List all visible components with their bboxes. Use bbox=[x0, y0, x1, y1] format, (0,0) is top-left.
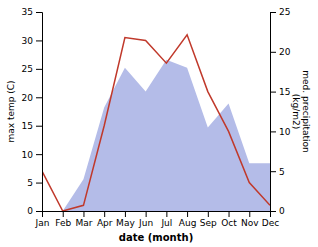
axis-domain bbox=[43, 212, 271, 218]
tick-mark bbox=[146, 211, 147, 217]
y2-axis-title-line: med. precipitation bbox=[301, 70, 311, 152]
tick-mark bbox=[125, 211, 126, 217]
marks bbox=[42, 35, 270, 211]
tick-mark bbox=[83, 211, 84, 217]
tick: Jun bbox=[138, 211, 153, 228]
axis: 0 5 10 15 20 25 bbox=[270, 7, 291, 216]
tick-label: 25 bbox=[22, 64, 33, 74]
tick-label: 0 bbox=[27, 206, 33, 216]
tick-label: 15 bbox=[279, 87, 290, 97]
tick-mark bbox=[36, 40, 42, 41]
tick-mark bbox=[166, 211, 167, 217]
tick-mark bbox=[36, 183, 42, 184]
x-axis-title: date (month) bbox=[119, 232, 193, 243]
tick: Apr bbox=[97, 211, 113, 228]
chart: JanFebMarAprMayJunJulAugSepOctNovDec0510… bbox=[0, 0, 318, 247]
tick-label: Oct bbox=[221, 218, 237, 228]
tick-label: Sep bbox=[200, 218, 217, 228]
tick: 15 bbox=[22, 121, 42, 131]
tick-mark bbox=[270, 12, 276, 13]
tick-label: 15 bbox=[22, 121, 33, 131]
tick-label: Feb bbox=[55, 218, 71, 228]
tick: May bbox=[116, 211, 135, 228]
tick-mark bbox=[208, 211, 209, 217]
tick-label: 35 bbox=[22, 7, 33, 17]
tick-mark bbox=[104, 211, 105, 217]
tick: 5 bbox=[270, 167, 285, 177]
tick-label: May bbox=[116, 218, 135, 228]
tick: 10 bbox=[22, 150, 42, 160]
tick: Jan bbox=[35, 211, 50, 228]
tick-mark bbox=[36, 69, 42, 70]
tick-mark bbox=[63, 211, 64, 217]
plot: JanFebMarAprMayJunJulAugSepOctNovDec0510… bbox=[6, 7, 311, 243]
tick-label: Aug bbox=[179, 218, 197, 228]
tick: Mar bbox=[75, 211, 92, 228]
tick: Jul bbox=[160, 211, 172, 228]
tick: 20 bbox=[270, 47, 291, 57]
tick: 20 bbox=[22, 93, 42, 103]
tick-mark bbox=[36, 211, 42, 212]
tick: 25 bbox=[270, 7, 290, 17]
tick-mark bbox=[36, 12, 42, 13]
tick-mark bbox=[229, 211, 230, 217]
line bbox=[42, 35, 270, 211]
tick: Dec bbox=[262, 211, 279, 228]
tick-label: 20 bbox=[279, 47, 291, 57]
tick: 35 bbox=[22, 7, 42, 17]
tick: 0 bbox=[270, 206, 285, 216]
tick-mark bbox=[36, 126, 42, 127]
tick-label: 30 bbox=[22, 36, 34, 46]
tick: 5 bbox=[27, 178, 42, 188]
tick: Nov bbox=[241, 211, 259, 228]
tick: 15 bbox=[270, 87, 290, 97]
area bbox=[42, 60, 270, 211]
tick-mark bbox=[270, 171, 276, 172]
tick-label: 10 bbox=[22, 150, 34, 160]
tick-label: 20 bbox=[22, 93, 34, 103]
tick: 0 bbox=[27, 206, 42, 216]
tick-label: Apr bbox=[97, 218, 113, 228]
tick: Oct bbox=[221, 211, 237, 228]
tick-mark bbox=[36, 97, 42, 98]
tick-label: 25 bbox=[279, 7, 290, 17]
tick-mark bbox=[187, 211, 188, 217]
tick-label: Jun bbox=[138, 218, 153, 228]
tick: Aug bbox=[179, 211, 197, 228]
tick: 30 bbox=[22, 36, 42, 46]
y2-axis-title-line: (kg/m2) bbox=[291, 94, 301, 129]
tick: Sep bbox=[200, 211, 217, 228]
tick-mark bbox=[249, 211, 250, 217]
tick-mark bbox=[270, 52, 276, 53]
tick: 25 bbox=[22, 64, 42, 74]
tick-label: Nov bbox=[241, 218, 259, 228]
y-axis-title: max temp (C) bbox=[6, 80, 16, 142]
tick-mark bbox=[270, 92, 276, 93]
tick-label: 5 bbox=[279, 167, 285, 177]
y2-axis-title: med. precipitation(kg/m2) bbox=[291, 70, 311, 152]
tick-label: Dec bbox=[262, 218, 279, 228]
axis-domain bbox=[36, 13, 43, 212]
tick-mark bbox=[270, 211, 276, 212]
tick-label: 5 bbox=[27, 178, 33, 188]
tick: Feb bbox=[55, 211, 71, 228]
tick-label: Jul bbox=[160, 218, 172, 228]
tick-label: Mar bbox=[75, 218, 92, 228]
tick-mark bbox=[270, 131, 276, 132]
tick-label: 0 bbox=[279, 206, 285, 216]
tick-label: Jan bbox=[35, 218, 50, 228]
axis-domain bbox=[271, 13, 277, 212]
axis: Jan Feb Mar AprMayJun Jul AugSep Oct NovDec bbox=[35, 211, 280, 228]
tick-mark bbox=[36, 154, 42, 155]
tick-label: 10 bbox=[279, 127, 291, 137]
axis: 0 5 10 15 20 25 30 35 bbox=[22, 7, 43, 216]
tick: 10 bbox=[270, 127, 291, 137]
